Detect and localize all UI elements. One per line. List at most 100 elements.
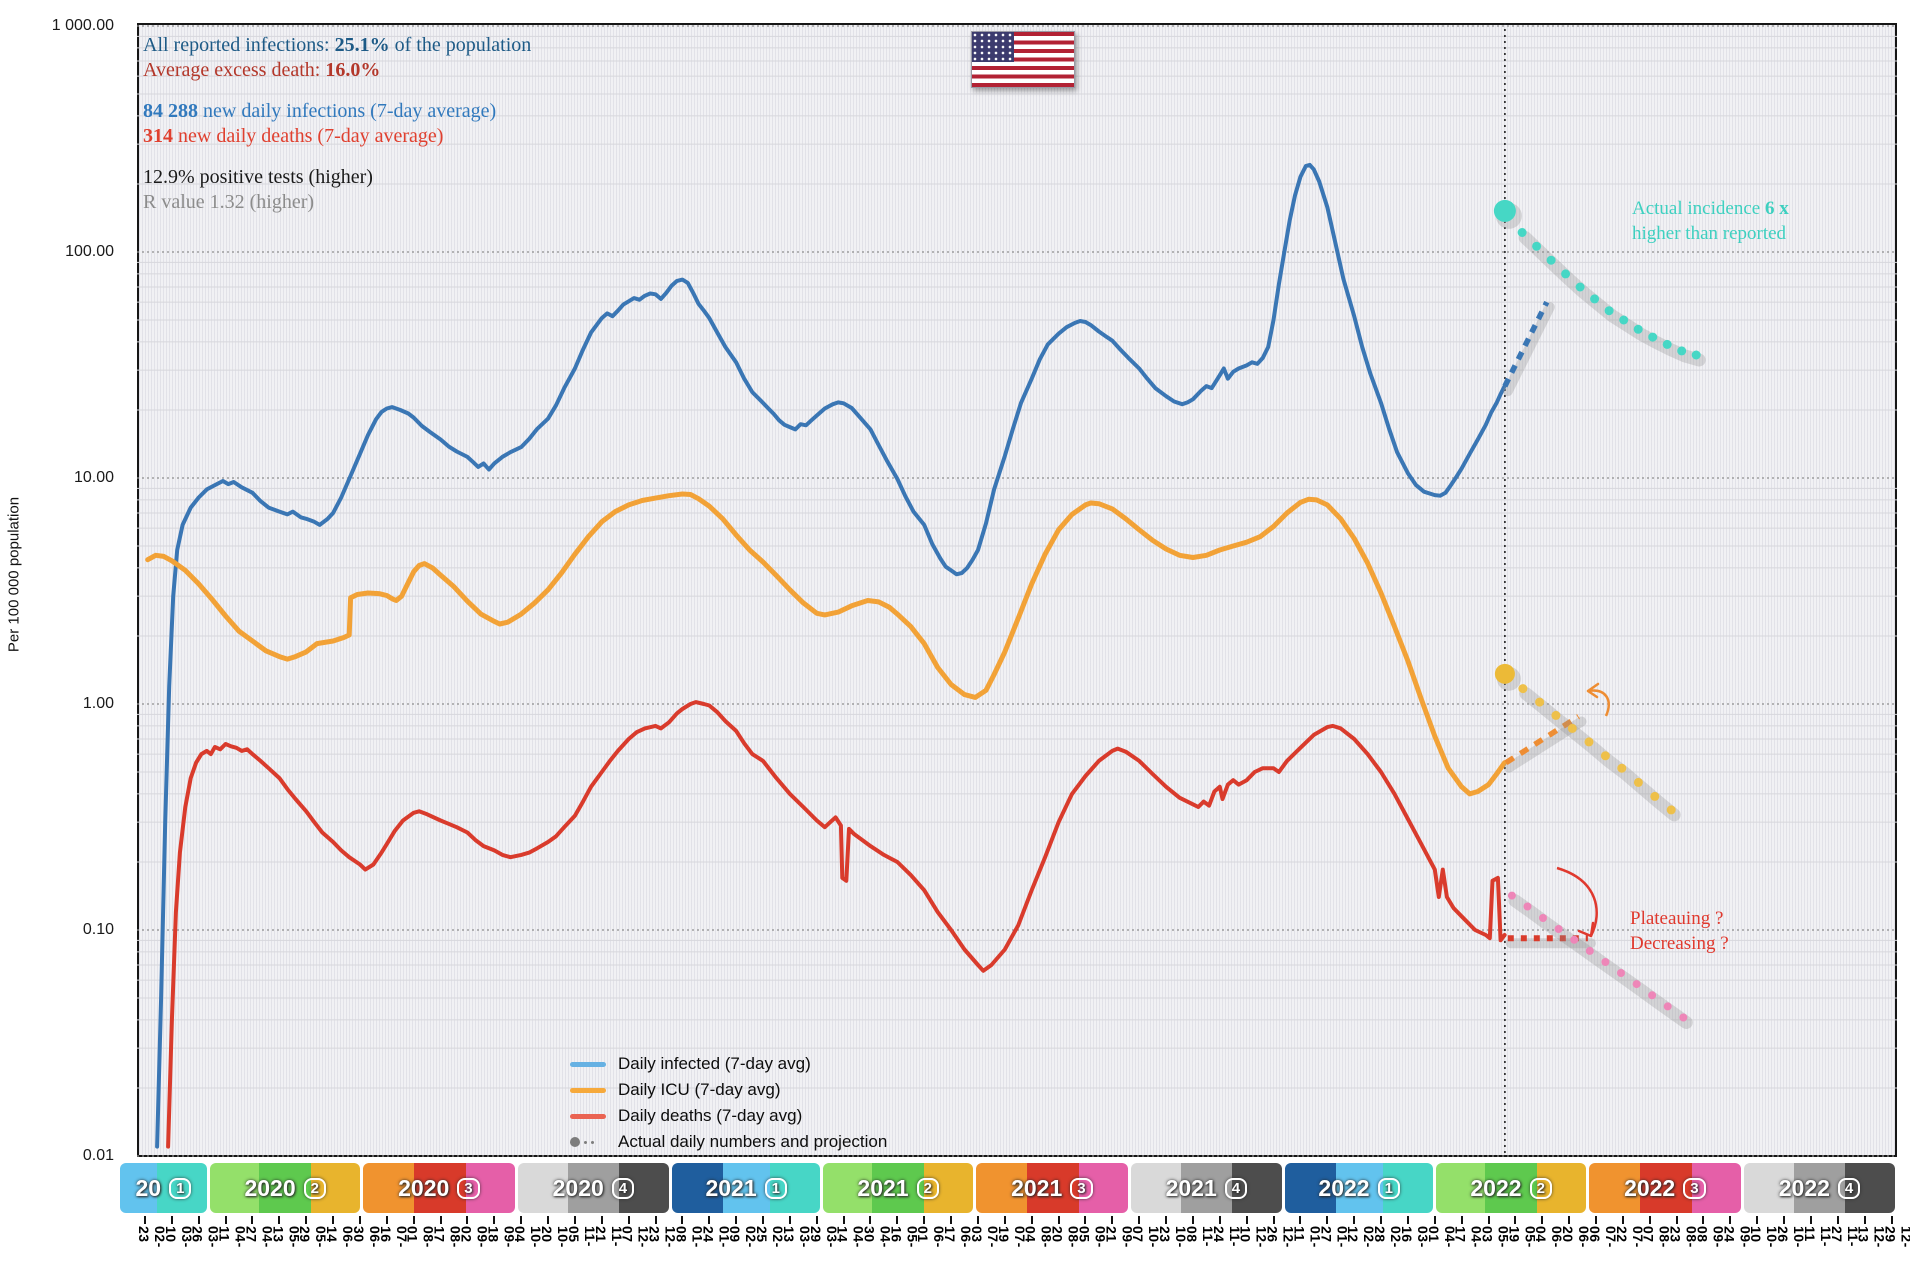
date-tick xyxy=(466,1216,469,1224)
info-line: 314 new daily deaths (7-day average) xyxy=(143,125,444,147)
date-tick-label: 01-27 xyxy=(1318,1226,1351,1248)
date-tick xyxy=(1353,1216,1356,1224)
date-tick-label: 03-10 xyxy=(162,1226,195,1248)
info-line: 84 288 new daily infections (7-day avera… xyxy=(143,100,497,122)
date-tick-label: 02-09 xyxy=(727,1226,760,1248)
month-cell xyxy=(1335,1163,1383,1213)
date-tick xyxy=(1165,1216,1168,1224)
month-cell xyxy=(1691,1163,1741,1213)
date-tick-label: 03-29 xyxy=(807,1226,840,1248)
quarter-number-badge: 1 xyxy=(764,1177,787,1199)
date-tick xyxy=(950,1216,953,1224)
date-tick-label: 06-14 xyxy=(324,1226,357,1248)
date-tick xyxy=(708,1216,711,1224)
quarter-band xyxy=(1743,1163,1896,1213)
date-tick xyxy=(1057,1216,1060,1224)
date-tick xyxy=(1460,1216,1463,1224)
month-cell xyxy=(210,1163,261,1213)
date-tick xyxy=(788,1216,791,1224)
quarter-band xyxy=(1130,1163,1283,1213)
month-cell xyxy=(363,1163,416,1213)
quarter-band xyxy=(1285,1163,1434,1213)
date-tick xyxy=(735,1216,738,1224)
month-cell xyxy=(119,1163,159,1213)
date-tick-label: 06-20 xyxy=(1560,1226,1593,1248)
date-tick-label: 10-20 xyxy=(539,1226,572,1248)
date-tick xyxy=(1729,1216,1732,1224)
date-tick xyxy=(1111,1216,1114,1224)
date-tick-label: 09-24 xyxy=(1721,1226,1754,1248)
date-tick-label: 12-23 xyxy=(646,1226,679,1248)
date-tick xyxy=(896,1216,899,1224)
date-tick-label: 05-19 xyxy=(1506,1226,1539,1248)
date-tick-label: 03-26 xyxy=(189,1226,222,1248)
date-tick-label: 04-11 xyxy=(216,1226,249,1248)
date-tick xyxy=(1594,1216,1597,1224)
y-axis-title: Per 100 000 population xyxy=(5,496,23,653)
info-line: 12.9% positive tests (higher) xyxy=(143,166,373,188)
date-tick-label: 06-30 xyxy=(350,1226,383,1248)
legend-label: Daily ICU (7-day avg) xyxy=(618,1080,781,1099)
legend-swatch xyxy=(570,1087,606,1093)
month-cell xyxy=(311,1163,361,1213)
date-tick-label: 08-17 xyxy=(431,1226,464,1248)
us-flag-icon xyxy=(971,31,1075,88)
quarter-band xyxy=(976,1163,1128,1213)
date-tick-label: 01-11 xyxy=(1291,1226,1324,1248)
date-tick-label: 01-08 xyxy=(673,1226,706,1248)
quarter-band-label: 2022 3 xyxy=(1589,1163,1741,1213)
date-tick xyxy=(654,1216,657,1224)
date-tick xyxy=(493,1216,496,1224)
date-tick xyxy=(1514,1216,1517,1224)
quarter-band xyxy=(672,1163,821,1213)
date-tick xyxy=(144,1216,146,1224)
quarter-band-label: 2020 3 xyxy=(363,1163,515,1213)
date-tick-label: 11-11 xyxy=(1801,1226,1834,1247)
date-tick-label: 12-07 xyxy=(619,1226,652,1248)
month-cell xyxy=(823,1163,874,1213)
quarter-band-label: 2020 4 xyxy=(518,1163,670,1213)
month-cell xyxy=(156,1163,208,1213)
legend-item: Daily deaths (7-day avg) xyxy=(570,1103,887,1129)
date-tick xyxy=(385,1216,388,1224)
date-tick-label: 10-26 xyxy=(1775,1226,1808,1248)
quarter-band-label: 20 1 xyxy=(120,1163,208,1213)
legend-item: Daily ICU (7-day avg) xyxy=(570,1077,887,1103)
date-tick-label: 07-03 xyxy=(968,1226,1001,1248)
date-tick xyxy=(332,1216,335,1224)
date-tick-label: 09-02 xyxy=(458,1226,491,1248)
month-cell xyxy=(1639,1163,1692,1213)
date-tick xyxy=(1756,1216,1759,1224)
date-tick xyxy=(1406,1216,1409,1224)
date-tick xyxy=(815,1216,818,1224)
y-axis-tick-label: 0.01 xyxy=(82,1147,114,1164)
date-tick-label: 12-26 xyxy=(1264,1226,1297,1248)
date-tick xyxy=(842,1216,845,1224)
date-tick xyxy=(358,1216,361,1224)
quarter-band xyxy=(210,1163,361,1213)
date-tick xyxy=(278,1216,281,1224)
quarter-number-badge: 1 xyxy=(1377,1177,1400,1199)
date-tick xyxy=(1245,1216,1248,1224)
month-cell xyxy=(769,1163,821,1213)
month-cell xyxy=(1844,1163,1896,1213)
legend-dot-swatch xyxy=(570,1137,606,1147)
legend-swatch xyxy=(570,1113,606,1119)
date-tick-label: 04-17 xyxy=(1452,1226,1485,1248)
date-tick xyxy=(1809,1216,1812,1224)
month-cell xyxy=(1181,1163,1232,1213)
date-tick xyxy=(1380,1216,1383,1224)
date-tick-label: 09-08 xyxy=(1694,1226,1727,1248)
quarter-band-label: 2022 2 xyxy=(1436,1163,1586,1213)
date-tick xyxy=(197,1216,200,1224)
date-tick-label: 04-01 xyxy=(1425,1226,1458,1248)
month-cell xyxy=(924,1163,974,1213)
date-tick xyxy=(1541,1216,1544,1224)
date-tick-label: 06-04 xyxy=(1533,1226,1566,1248)
quarter-band-label: 2021 3 xyxy=(976,1163,1128,1213)
date-tick-label: 08-04 xyxy=(1022,1226,1055,1248)
month-cell xyxy=(872,1163,925,1213)
date-tick-label: 10-04 xyxy=(512,1226,545,1248)
date-tick-label: 11-05 xyxy=(565,1226,598,1247)
